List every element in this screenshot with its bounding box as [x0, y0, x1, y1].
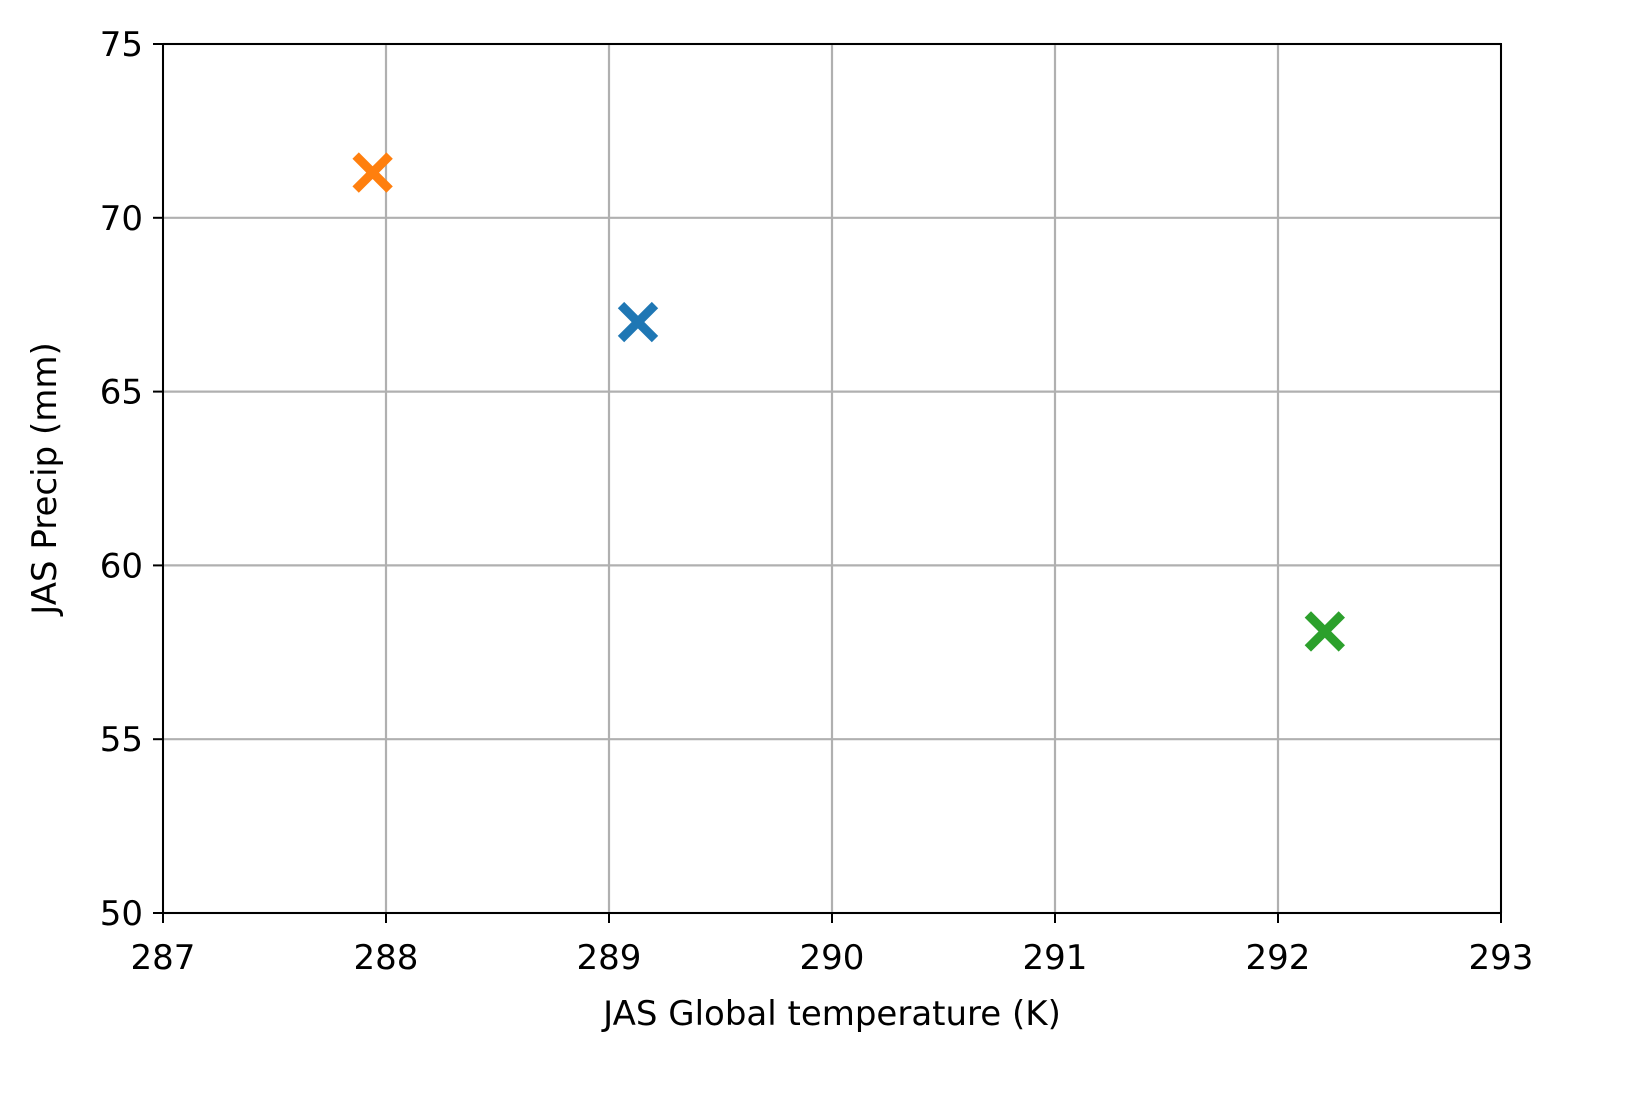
x-tick-label: 291	[1023, 938, 1088, 978]
data-points	[352, 152, 1346, 652]
x-axis-label: JAS Global temperature (K)	[601, 994, 1061, 1034]
x-axis-ticks: 287 288 289 290 291 292 293	[131, 913, 1534, 978]
y-tick-label: 75	[100, 25, 143, 65]
x-tick-label: 289	[577, 938, 642, 978]
x-tick-label: 287	[131, 938, 196, 978]
scatter-point	[617, 301, 659, 343]
scatter-point-stroke	[352, 152, 393, 193]
scatter-point-stroke	[617, 301, 659, 343]
y-tick-label: 65	[100, 373, 143, 413]
y-tick-label: 55	[100, 720, 143, 760]
x-tick-label: 288	[354, 938, 419, 978]
y-tick-label: 70	[100, 199, 143, 239]
scatter-point	[352, 152, 393, 193]
x-tick-label: 290	[800, 938, 865, 978]
x-tick-label: 292	[1246, 938, 1311, 978]
scatter-point	[1304, 611, 1346, 652]
y-axis-ticks: 50 55 60 65 70 75	[100, 25, 163, 934]
x-tick-label: 293	[1469, 938, 1534, 978]
y-tick-label: 50	[100, 894, 143, 934]
y-axis-label: JAS Precip (mm)	[25, 342, 65, 616]
y-tick-label: 60	[100, 546, 143, 586]
scatter-point-stroke	[1304, 611, 1346, 652]
